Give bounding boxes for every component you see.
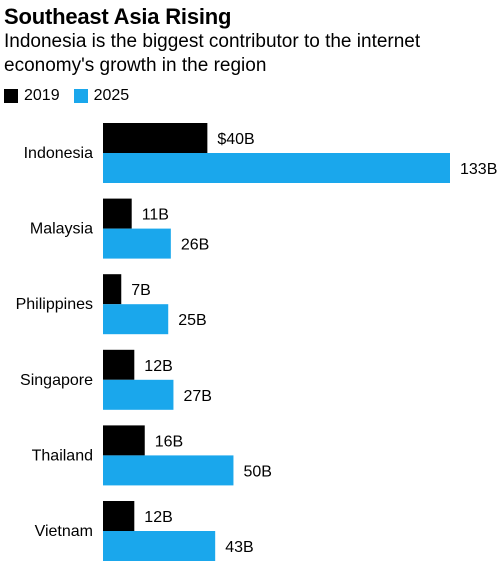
category-group-indonesia: Indonesia $40B 133B (24, 123, 497, 183)
data-label-2019: 12B (144, 358, 172, 375)
legend-swatch-2025 (73, 89, 88, 103)
data-label-2025: 50B (243, 463, 271, 480)
legend-item-2019: 2019 (4, 87, 60, 105)
legend-label-2019: 2019 (24, 87, 60, 104)
category-label: Philippines (16, 296, 93, 313)
data-label-2019: 11B (142, 207, 169, 224)
category-group-thailand: Thailand 16B 50B (32, 425, 272, 486)
category-group-vietnam: Vietnam 12B 43B (35, 501, 254, 561)
legend-label-2025: 2025 (93, 87, 130, 104)
bar-2019 (103, 501, 135, 531)
bar-2019 (103, 425, 145, 456)
category-label: Indonesia (24, 145, 93, 162)
chart-subtitle: Indonesia is the biggest contributor to … (4, 31, 421, 76)
legend: 2019 2025 (4, 87, 143, 105)
bar-2019 (103, 274, 122, 305)
category-label: Vietnam (35, 523, 93, 540)
bar-2025 (103, 153, 450, 183)
data-label-2025: 25B (178, 312, 206, 329)
data-label-2025: 43B (225, 539, 253, 556)
bar-2019 (103, 123, 208, 153)
category-label: Malaysia (30, 221, 93, 238)
data-label-2019: 16B (155, 433, 183, 450)
bar-2025 (103, 455, 234, 486)
data-label-2019: $40B (217, 131, 254, 148)
chart-title: Southeast Asia Rising (4, 4, 232, 29)
category-label: Thailand (32, 447, 93, 464)
bar-2025 (103, 304, 169, 335)
bar-2019 (103, 349, 135, 380)
category-group-malaysia: Malaysia 11B 26B (30, 198, 209, 259)
bar-2025 (103, 379, 174, 410)
legend-item-2025: 2025 (73, 87, 130, 105)
data-label-2025: 133B (460, 161, 497, 178)
data-label-2025: 27B (183, 388, 211, 405)
data-label-2019: 12B (144, 509, 172, 526)
category-group-singapore: Singapore 12B 27B (20, 349, 212, 410)
category-label: Singapore (20, 372, 93, 389)
bar-2025 (103, 531, 216, 561)
bar-2019 (103, 198, 132, 229)
data-label-2019: 7B (131, 282, 151, 299)
bar-2025 (103, 228, 171, 259)
data-label-2025: 26B (181, 237, 209, 254)
legend-swatch-2019 (4, 89, 18, 103)
category-group-philippines: Philippines 7B 25B (16, 274, 207, 335)
